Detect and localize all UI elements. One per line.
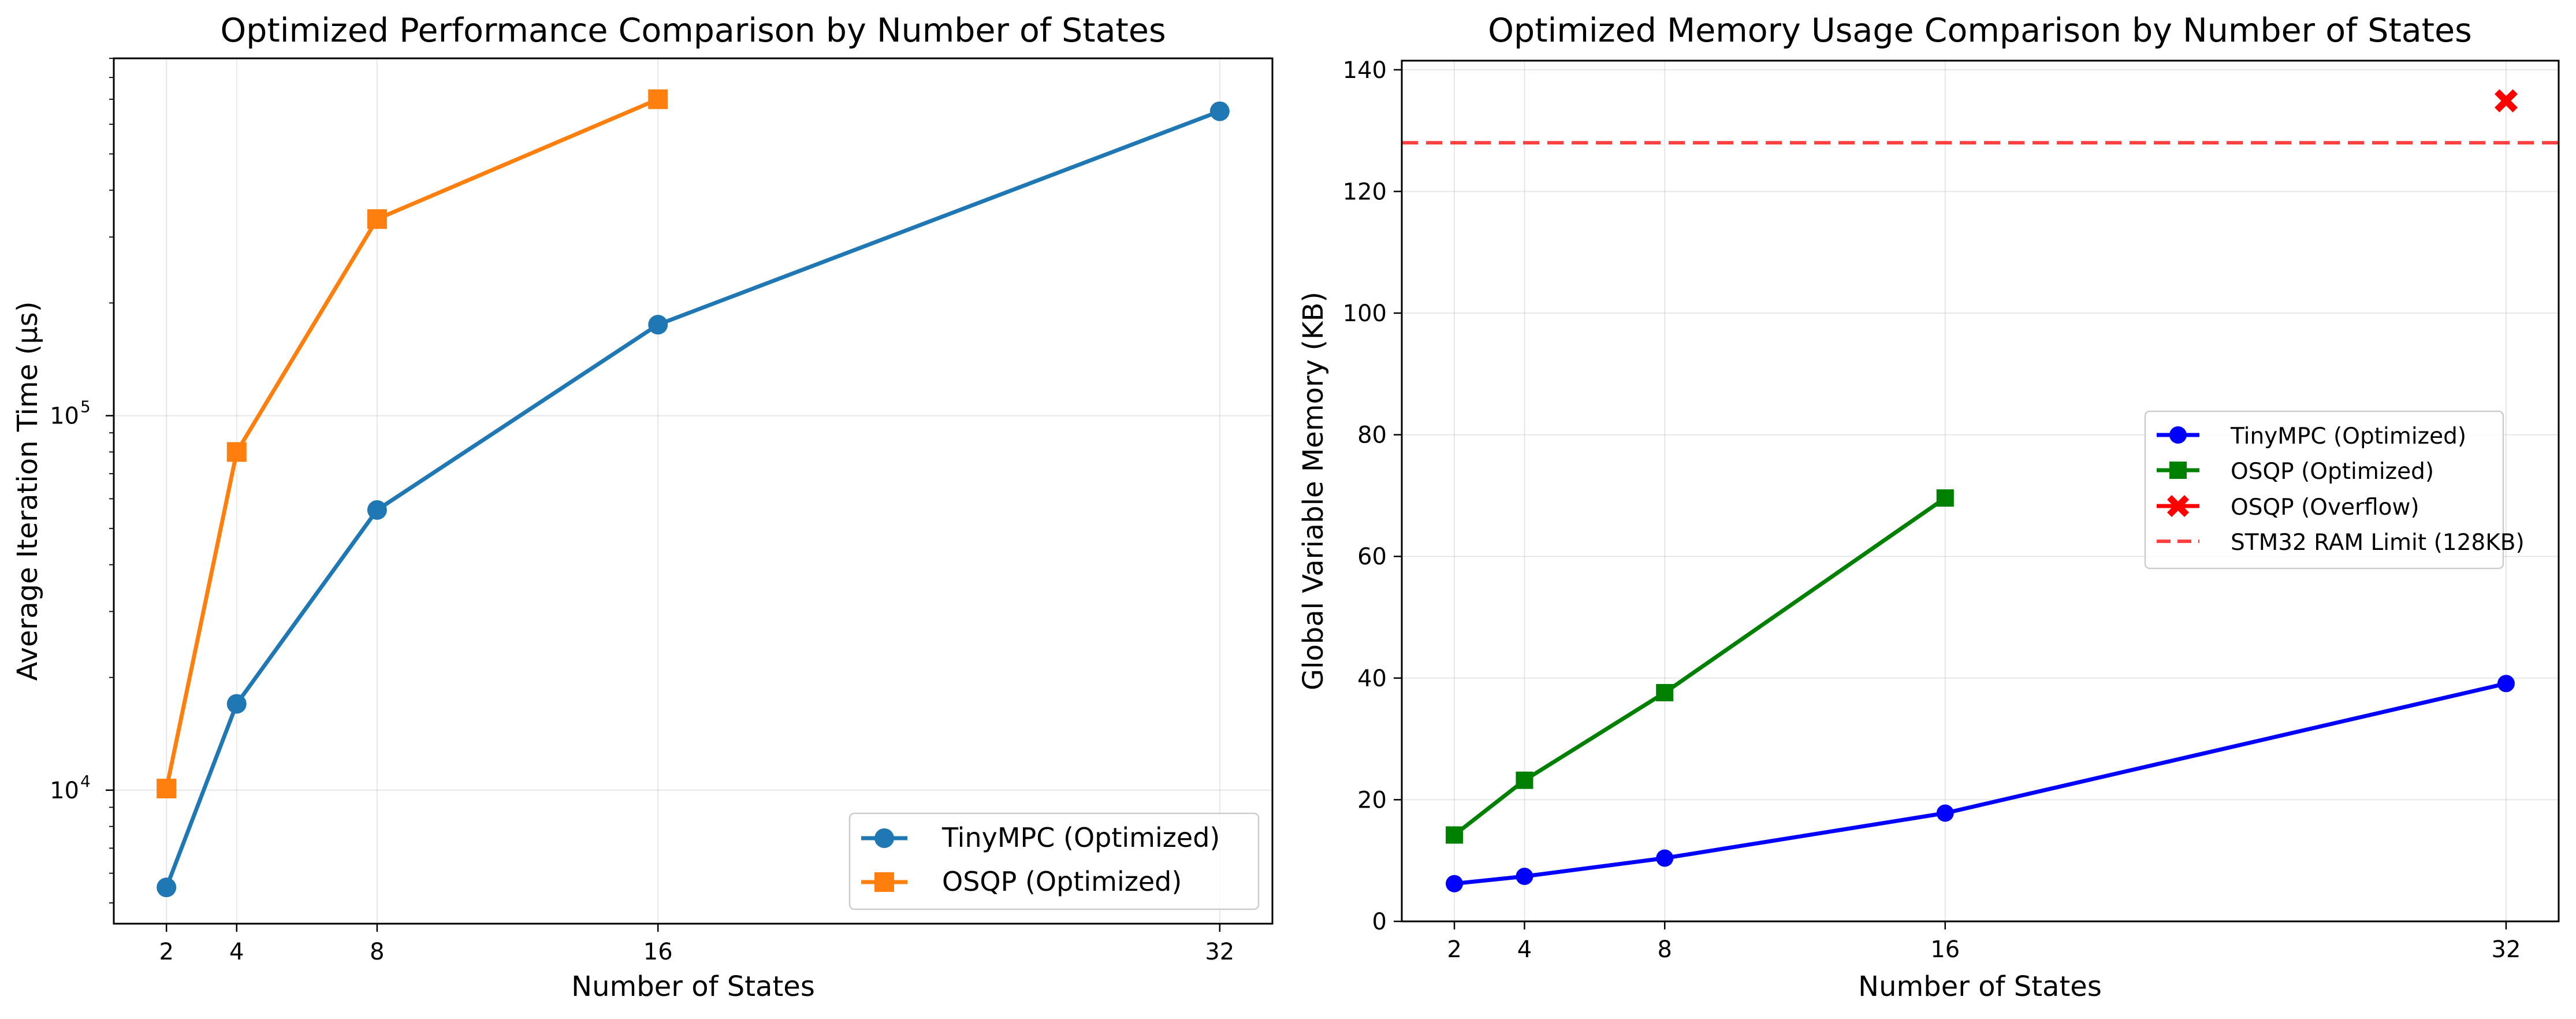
legend-label: OSQP (Optimized) — [2231, 459, 2434, 485]
legend-label: STM32 RAM Limit (128KB) — [2231, 530, 2525, 556]
data-point — [1516, 771, 1533, 789]
y-tick-label: 0 — [1372, 909, 1387, 935]
data-point — [367, 209, 387, 229]
legend-label: OSQP (Overflow) — [2231, 494, 2419, 520]
legend-entry: TinyMPC (Optimized) — [2157, 423, 2466, 449]
data-point — [157, 877, 177, 898]
y-tick-exponent: 5 — [80, 397, 91, 416]
legend-marker — [2169, 462, 2187, 479]
x-tick-label: 4 — [1517, 936, 1532, 963]
legend-label: OSQP (Optimized) — [942, 866, 1182, 897]
x-tick-label: 32 — [1205, 939, 1234, 965]
x-axis-label: Number of States — [1858, 970, 2102, 1003]
x-tick-label: 8 — [1658, 936, 1672, 963]
legend-label: TinyMPC (Optimized) — [2230, 423, 2466, 449]
chart-title: Optimized Performance Comparison by Numb… — [220, 12, 1166, 50]
data-point — [1656, 849, 1674, 867]
y-tick-label: 60 — [1357, 544, 1387, 570]
data-point — [1656, 684, 1674, 702]
plot-area — [1402, 89, 2559, 892]
y-tick-label: 10 — [50, 778, 79, 804]
x-axis-ticks: 2 4 8 16 32 — [1447, 921, 2521, 963]
data-point — [1209, 101, 1230, 121]
x-tick-label: 16 — [1930, 936, 1960, 963]
y-tick-exponent: 4 — [80, 772, 91, 791]
data-point — [1936, 804, 1954, 822]
data-point — [2497, 675, 2515, 693]
legend-entry: OSQP (Optimized) — [861, 866, 1182, 897]
data-point — [1446, 826, 1464, 844]
x-axis-label: Number of States — [571, 970, 815, 1003]
series — [1446, 675, 2515, 892]
grid — [114, 58, 1272, 924]
data-point — [157, 779, 177, 799]
legend-marker — [874, 828, 894, 848]
x-tick-label: 2 — [159, 939, 173, 965]
performance-chart: Optimized Performance Comparison by Numb… — [12, 12, 1274, 1003]
series — [2495, 89, 2518, 113]
plot-area — [157, 89, 1230, 898]
chart-title: Optimized Memory Usage Comparison by Num… — [1488, 12, 2472, 50]
x-tick-label: 8 — [370, 939, 384, 965]
memory-chart: Optimized Memory Usage Comparison by Num… — [1297, 12, 2560, 1003]
y-axis-label: Average Iteration Time (μs) — [12, 302, 44, 681]
legend-marker — [874, 872, 894, 892]
y-tick-label: 40 — [1357, 665, 1387, 692]
legend-entry: OSQP (Optimized) — [2157, 459, 2434, 485]
series-line — [164, 97, 659, 789]
series-line — [1453, 496, 1946, 837]
series-line — [164, 109, 1221, 888]
data-point — [648, 315, 668, 335]
data-point — [1446, 875, 1464, 892]
y-tick-label: 100 — [1343, 300, 1387, 327]
legend-label: TinyMPC (Optimized) — [941, 822, 1220, 853]
legend-entry: OSQP (Overflow) — [2157, 494, 2419, 520]
data-point — [367, 500, 387, 520]
legend-marker — [2167, 495, 2189, 517]
x-tick-label: 2 — [1447, 936, 1461, 963]
legend-entry: TinyMPC (Optimized) — [861, 822, 1220, 853]
y-axis-label: Global Variable Memory (KB) — [1297, 292, 1330, 690]
data-point — [226, 694, 247, 714]
legend-frame — [848, 812, 1260, 910]
plot-frame — [1401, 59, 2560, 923]
y-tick-label: 10 — [50, 403, 79, 430]
legend-marker — [2169, 426, 2187, 444]
y-tick-label: 80 — [1357, 422, 1387, 449]
series — [157, 101, 1230, 898]
x-axis-ticks: 2 4 8 16 32 — [159, 924, 1234, 965]
data-point — [1516, 868, 1533, 886]
data-point — [2495, 89, 2518, 113]
legend: TinyMPC (Optimized) OSQP (Optimized) OSQP … — [2144, 410, 2525, 570]
data-point — [648, 89, 668, 109]
series — [157, 89, 668, 799]
x-tick-label: 4 — [229, 939, 244, 965]
plot-frame — [113, 57, 1274, 925]
legend-entry: STM32 RAM Limit (128KB) — [2157, 530, 2525, 556]
legend-frame — [2144, 410, 2504, 570]
y-tick-label: 120 — [1343, 178, 1387, 205]
series-line — [1454, 681, 2507, 886]
x-tick-label: 32 — [2492, 936, 2521, 963]
data-point — [226, 442, 247, 462]
y-tick-label: 20 — [1357, 787, 1387, 813]
legend: TinyMPC (Optimized) OSQP (Optimized) — [848, 812, 1260, 910]
y-tick-label: 140 — [1343, 57, 1387, 84]
y-axis-ticks: 0 20 40 60 80 100 120 140 — [1343, 57, 1402, 935]
series — [1446, 489, 1954, 844]
data-point — [1936, 489, 1954, 507]
x-tick-label: 16 — [643, 939, 673, 965]
